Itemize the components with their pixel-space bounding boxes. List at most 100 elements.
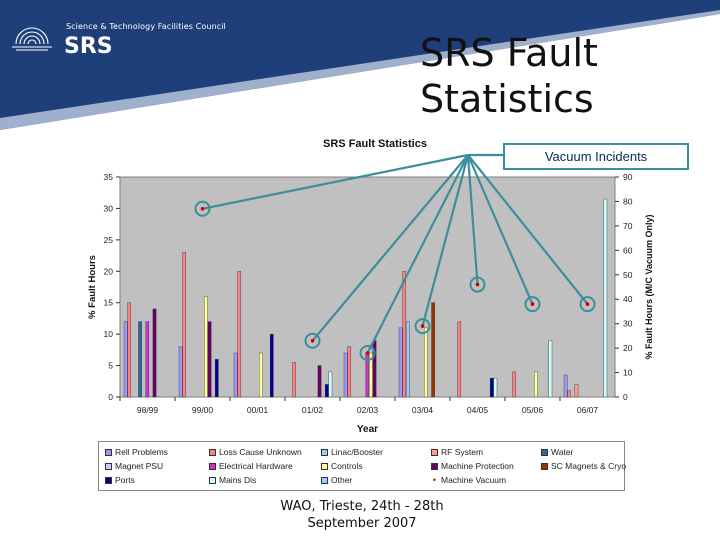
legend-swatch — [541, 463, 548, 471]
bar-electrical-hardware — [145, 321, 150, 398]
chart-legend: Rell Problems Loss Cause Unknown Linac/Boo… — [98, 441, 626, 491]
x-tick-label: 00/01 — [247, 405, 269, 415]
legend-label: Controls — [331, 461, 363, 471]
y2-tick-label: 80 — [623, 196, 633, 206]
bar-rell-problems — [563, 374, 568, 398]
legend-item: RF System — [431, 447, 483, 457]
legend-label: Machine Protection — [441, 461, 514, 471]
bar-rell-problems — [233, 352, 238, 398]
bar-rell-problems — [398, 327, 403, 398]
callout-line — [311, 154, 469, 342]
callout-line — [421, 154, 470, 327]
y-tick-label: 10 — [104, 329, 114, 339]
x-tick-label: 02/03 — [357, 405, 379, 415]
callout-line — [467, 154, 589, 305]
bar-sc-magnets-cryo — [431, 302, 435, 398]
legend-item: Machine Protection — [431, 461, 514, 471]
logo-council-text: Science & Technology Facilities Council — [66, 22, 226, 31]
legend-label: Machine Vacuum — [441, 475, 507, 485]
legend-item: Linac/Booster — [321, 447, 383, 457]
y-tick-label: 35 — [104, 172, 114, 182]
y2-tick-label: 50 — [623, 270, 633, 280]
legend-label: Other — [331, 475, 353, 485]
y2-tick-label: 20 — [623, 343, 633, 353]
legend-item: Mains Dis — [209, 475, 256, 485]
y2-tick-label: 0 — [623, 392, 628, 402]
legend-label: Loss Cause Unknown — [219, 447, 302, 457]
bar-controls — [534, 371, 538, 398]
legend-swatch — [431, 449, 438, 457]
chart: SRS Fault Statistics 0 5 10 15 20 25 30 35 0 10 20 3… — [75, 132, 665, 494]
vacuum-circle — [469, 276, 486, 293]
footer: WAO, Trieste, 24th - 28th September 2007 — [262, 498, 462, 532]
legend-item: SC Magnets & Cryo — [541, 461, 626, 471]
logo-mark — [12, 27, 52, 51]
legend-item: Water — [541, 447, 573, 457]
legend-swatch — [105, 463, 112, 471]
x-tick-label: 03/04 — [412, 405, 434, 415]
legend-swatch — [541, 449, 548, 457]
legend-swatch — [209, 463, 216, 471]
legend-item: Ports — [105, 475, 135, 485]
legend-swatch — [321, 449, 328, 457]
bar-loss-cause-unknown — [347, 346, 352, 398]
legend-label: Water — [551, 447, 574, 457]
legend-label: SC Magnets & Cryo — [551, 461, 627, 471]
bar-ports — [269, 333, 274, 398]
bar-loss-cause-unknown — [182, 252, 187, 398]
x-tick-label: 05/06 — [522, 405, 544, 415]
y-tick-label: 30 — [104, 203, 114, 213]
y-axis-label: % Fault Hours — [87, 255, 98, 319]
legend-label: Magnet PSU — [115, 461, 164, 471]
bar-controls — [369, 352, 373, 398]
y-tick-label: 20 — [104, 266, 114, 276]
callout-line — [466, 154, 534, 305]
legend-swatch — [209, 449, 216, 457]
vacuum-circle — [359, 345, 376, 361]
bar-controls — [424, 327, 428, 398]
bar-loss-cause-unknown — [292, 362, 297, 398]
y2-tick-label: 30 — [623, 319, 633, 329]
x-tick-label: 01/02 — [302, 405, 324, 415]
legend-swatch: • — [432, 475, 437, 486]
bar-rell-problems — [178, 346, 183, 398]
legend-label: Mains Dis — [219, 475, 257, 485]
callout-line — [366, 154, 469, 354]
chart-title: SRS Fault Statistics — [323, 138, 427, 150]
bar-loss-cause-unknown — [567, 390, 572, 398]
bar-ports — [214, 359, 219, 398]
legend-item: Loss Cause Unknown — [209, 447, 302, 457]
legend-swatch — [321, 477, 328, 485]
legend-label: Linac/Booster — [331, 447, 383, 457]
vacuum-circle — [194, 200, 211, 217]
y-tick-label: 25 — [104, 235, 114, 245]
legend-item: Magnet PSU — [105, 461, 163, 471]
machine-vacuum-point — [530, 302, 535, 306]
vacuum-incidents-callout: Vacuum Incidents — [503, 143, 689, 170]
bar-water — [138, 321, 142, 398]
x-tick-label: 98/99 — [137, 405, 159, 415]
y2-tick-label: 90 — [623, 172, 633, 182]
bar-linac-booster — [406, 321, 410, 398]
legend-label: Ports — [115, 475, 135, 485]
vacuum-circle — [524, 296, 541, 313]
bar-machine-protection — [207, 321, 212, 398]
footer-line-2: September 2007 — [307, 516, 417, 531]
bar-mains-dis — [328, 371, 333, 398]
bar-ports — [324, 384, 329, 398]
vacuum-circle — [579, 296, 596, 313]
bar-loss-cause-unknown — [512, 371, 517, 398]
legend-swatch — [105, 449, 112, 457]
machine-vacuum-point — [310, 338, 315, 343]
machine-vacuum-point — [585, 302, 590, 306]
machine-vacuum-point — [475, 282, 480, 287]
bar-loss-cause-unknown — [127, 302, 132, 398]
callout-line — [466, 154, 479, 285]
bar-loss-cause-unknown — [457, 321, 462, 398]
legend-item: Rell Problems — [105, 447, 168, 457]
y2-tick-label: 60 — [623, 245, 633, 255]
y2-tick-label: 10 — [623, 368, 633, 378]
x-tick-label: 99/00 — [192, 405, 214, 415]
machine-vacuum-point — [365, 351, 370, 355]
